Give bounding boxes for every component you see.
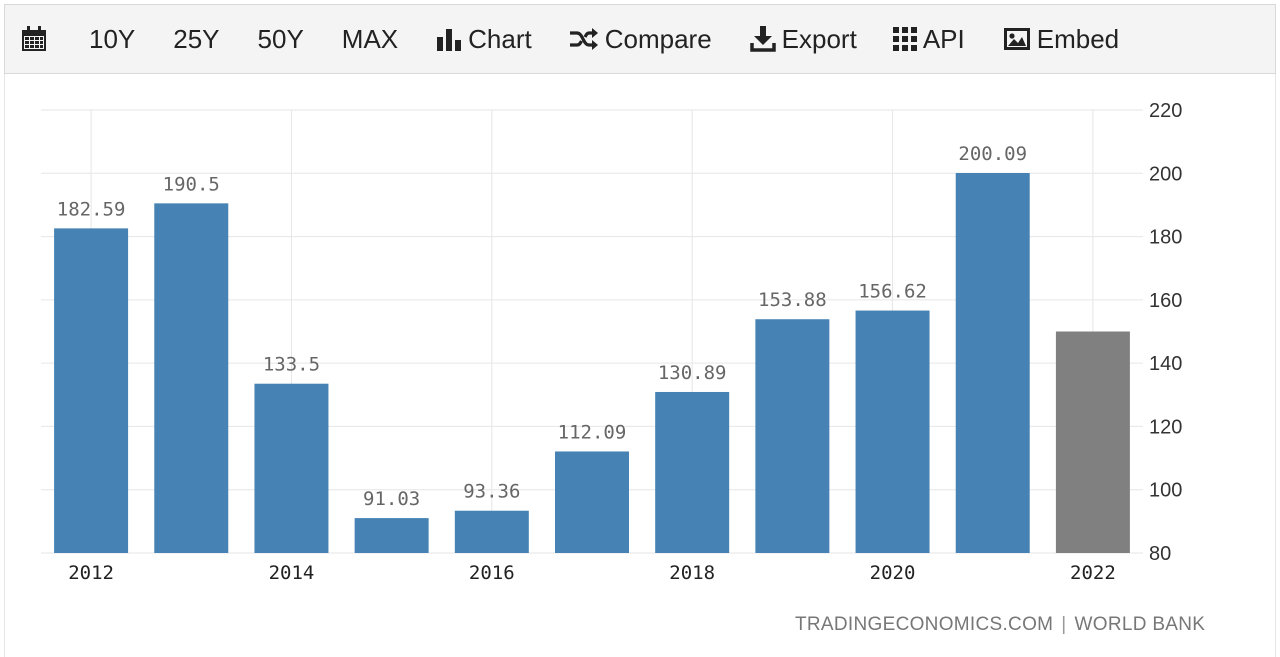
- bar-2018[interactable]: [655, 391, 730, 553]
- x-tick-label: 2022: [1070, 562, 1116, 584]
- x-tick-labels: 2012 2014 2016 2018 2020 2022: [68, 562, 1116, 584]
- range-max-label: MAX: [341, 23, 399, 54]
- data-label-2013: 190.5: [163, 173, 220, 195]
- chart-label: Chart: [468, 23, 532, 54]
- bar-2014[interactable]: [254, 383, 329, 553]
- calendar-button[interactable]: [21, 4, 47, 74]
- x-tick-label: 2018: [669, 562, 715, 584]
- data-label-2015: 91.03: [363, 488, 420, 510]
- bar-2021[interactable]: [955, 173, 1030, 554]
- data-label-2014: 133.5: [263, 354, 320, 376]
- embed-label: Embed: [1036, 23, 1120, 54]
- compare-button[interactable]: Compare: [569, 4, 712, 74]
- y-tick-label: 220: [1149, 100, 1182, 122]
- chart-button[interactable]: Chart: [436, 4, 532, 74]
- bar-2016[interactable]: [454, 510, 529, 553]
- compare-label: Compare: [604, 23, 712, 54]
- range-max-button[interactable]: MAX: [342, 4, 398, 74]
- embed-button[interactable]: Embed: [1003, 4, 1119, 74]
- download-icon: [749, 26, 776, 52]
- y-tick-label: 100: [1149, 480, 1182, 502]
- data-label-2012: 182.59: [57, 198, 126, 220]
- source-site[interactable]: TRADINGECONOMICS.COM: [795, 614, 1054, 635]
- x-tick-label: 2014: [269, 562, 315, 584]
- data-labels: 182.59 190.5 133.5 91.03 93.36 112.09 130.89 15…: [57, 143, 1027, 510]
- y-tick-label: 200: [1149, 163, 1182, 185]
- chart-frame: 182.59 190.5 133.5 91.03 93.36 112.09 130.89 15…: [4, 74, 1276, 657]
- bar-2015[interactable]: [354, 518, 429, 553]
- data-label-2021: 200.09: [958, 143, 1027, 165]
- bar-forecast-2022[interactable]: [1055, 331, 1130, 554]
- calendar-icon: [22, 26, 46, 51]
- toolbar: 10Y 25Y 50Y MAX Chart Compare Exp: [4, 4, 1276, 74]
- grid-icon: [892, 27, 917, 51]
- shuffle-icon: [569, 28, 598, 50]
- source-provider: WORLD BANK: [1074, 614, 1206, 635]
- y-tick-label: 160: [1149, 290, 1182, 312]
- x-tick-label: 2016: [469, 562, 515, 584]
- range-25y-label: 25Y: [173, 23, 220, 54]
- range-25y-button[interactable]: 25Y: [173, 4, 219, 74]
- export-label: Export: [781, 23, 857, 54]
- data-label-2017: 112.09: [558, 421, 627, 443]
- bar-2013[interactable]: [154, 203, 229, 553]
- bar-2012[interactable]: [54, 228, 129, 554]
- bars: [54, 173, 1130, 554]
- export-button[interactable]: Export: [749, 4, 857, 74]
- range-50y-button[interactable]: 50Y: [258, 4, 304, 74]
- bar-2019[interactable]: [755, 319, 830, 553]
- range-50y-label: 50Y: [257, 23, 304, 54]
- bar-chart-icon: [437, 29, 462, 51]
- range-10y-label: 10Y: [89, 23, 136, 54]
- data-label-2018: 130.89: [658, 362, 727, 384]
- bar-2017[interactable]: [555, 451, 629, 553]
- range-10y-button[interactable]: 10Y: [89, 4, 135, 74]
- bar-2020[interactable]: [855, 310, 930, 553]
- api-label: API: [922, 23, 965, 54]
- api-button[interactable]: API: [892, 4, 965, 74]
- data-label-2019: 153.88: [758, 289, 827, 311]
- bar-chart: 182.59 190.5 133.5 91.03 93.36 112.09 130.89 15…: [41, 100, 1182, 584]
- y-tick-label: 140: [1149, 353, 1182, 375]
- x-tick-label: 2012: [68, 562, 114, 584]
- y-tick-label: 80: [1149, 543, 1171, 565]
- y-tick-label: 180: [1149, 227, 1182, 249]
- y-tick-labels: 80 100 120 140 160 180 200 220: [1149, 100, 1182, 565]
- source-credit: TRADINGECONOMICS.COM | WORLD BANK: [795, 614, 1205, 636]
- y-tick-label: 120: [1149, 416, 1182, 438]
- source-separator: |: [1061, 614, 1067, 635]
- data-label-2020: 156.62: [858, 281, 927, 303]
- image-icon: [1003, 28, 1030, 50]
- data-label-2016: 93.36: [463, 481, 520, 503]
- x-tick-label: 2020: [870, 562, 916, 584]
